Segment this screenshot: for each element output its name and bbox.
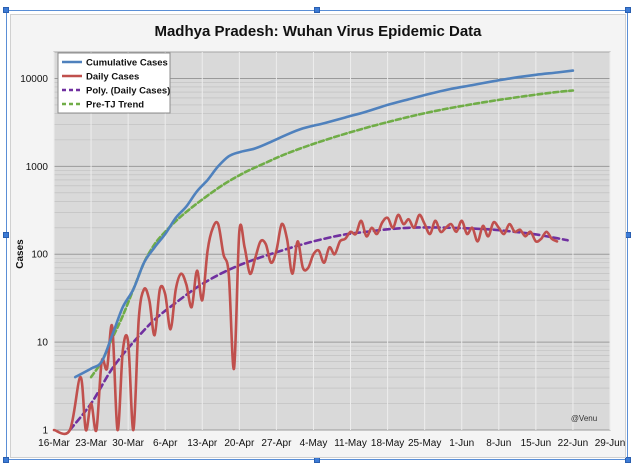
- legend: Cumulative Cases Daily Cases Poly. (Daily …: [57, 52, 171, 114]
- x-tick-label: 29-Jun: [595, 438, 626, 449]
- x-tick-label: 25-May: [408, 438, 441, 449]
- x-tick-label: 27-Apr: [261, 438, 292, 449]
- y-tick-label: 100: [31, 250, 48, 261]
- x-tick-label: 18-May: [371, 438, 404, 449]
- x-tick-label: 4-May: [300, 438, 328, 449]
- x-tick-label: 13-Apr: [187, 438, 218, 449]
- x-tick-label: 1-Jun: [449, 438, 474, 449]
- resize-handle-top-right[interactable]: [625, 7, 631, 13]
- resize-handle-top-left[interactable]: [3, 7, 9, 13]
- legend-label: Pre-TJ Trend: [86, 100, 144, 111]
- x-tick-label: 20-Apr: [224, 438, 255, 449]
- resize-handle-middle-left[interactable]: [3, 232, 9, 238]
- y-tick-label: 10000: [20, 74, 48, 85]
- resize-handle-bottom-left[interactable]: [3, 457, 9, 463]
- x-tick-label: 6-Apr: [153, 438, 178, 449]
- legend-label: Cumulative Cases: [86, 58, 168, 69]
- resize-handle-top-center[interactable]: [314, 7, 320, 13]
- y-axis-label: Cases: [15, 239, 26, 269]
- y-tick-label: 1: [42, 426, 48, 437]
- x-tick-label: 8-Jun: [486, 438, 511, 449]
- x-tick-label: 16-Mar: [38, 438, 70, 449]
- series-line-poly-daily-cases: [68, 226, 569, 432]
- legend-label: Poly. (Daily Cases): [86, 86, 170, 97]
- x-tick-label: 22-Jun: [558, 438, 589, 449]
- y-tick-label: 10: [37, 338, 49, 349]
- resize-handle-bottom-right[interactable]: [625, 457, 631, 463]
- series-line-daily-cases: [52, 213, 559, 436]
- legend-label: Daily Cases: [86, 72, 139, 83]
- chart-title: Madhya Pradesh: Wuhan Virus Epidemic Dat…: [154, 23, 482, 40]
- series-line-cumulative-cases: [73, 69, 575, 379]
- x-tick-label: 15-Jun: [521, 438, 552, 449]
- x-tick-label: 23-Mar: [75, 438, 107, 449]
- y-tick-label: 1000: [26, 162, 49, 173]
- watermark: @Venu: [571, 414, 597, 423]
- x-tick-label: 11-May: [334, 438, 367, 449]
- x-tick-label: 30-Mar: [112, 438, 144, 449]
